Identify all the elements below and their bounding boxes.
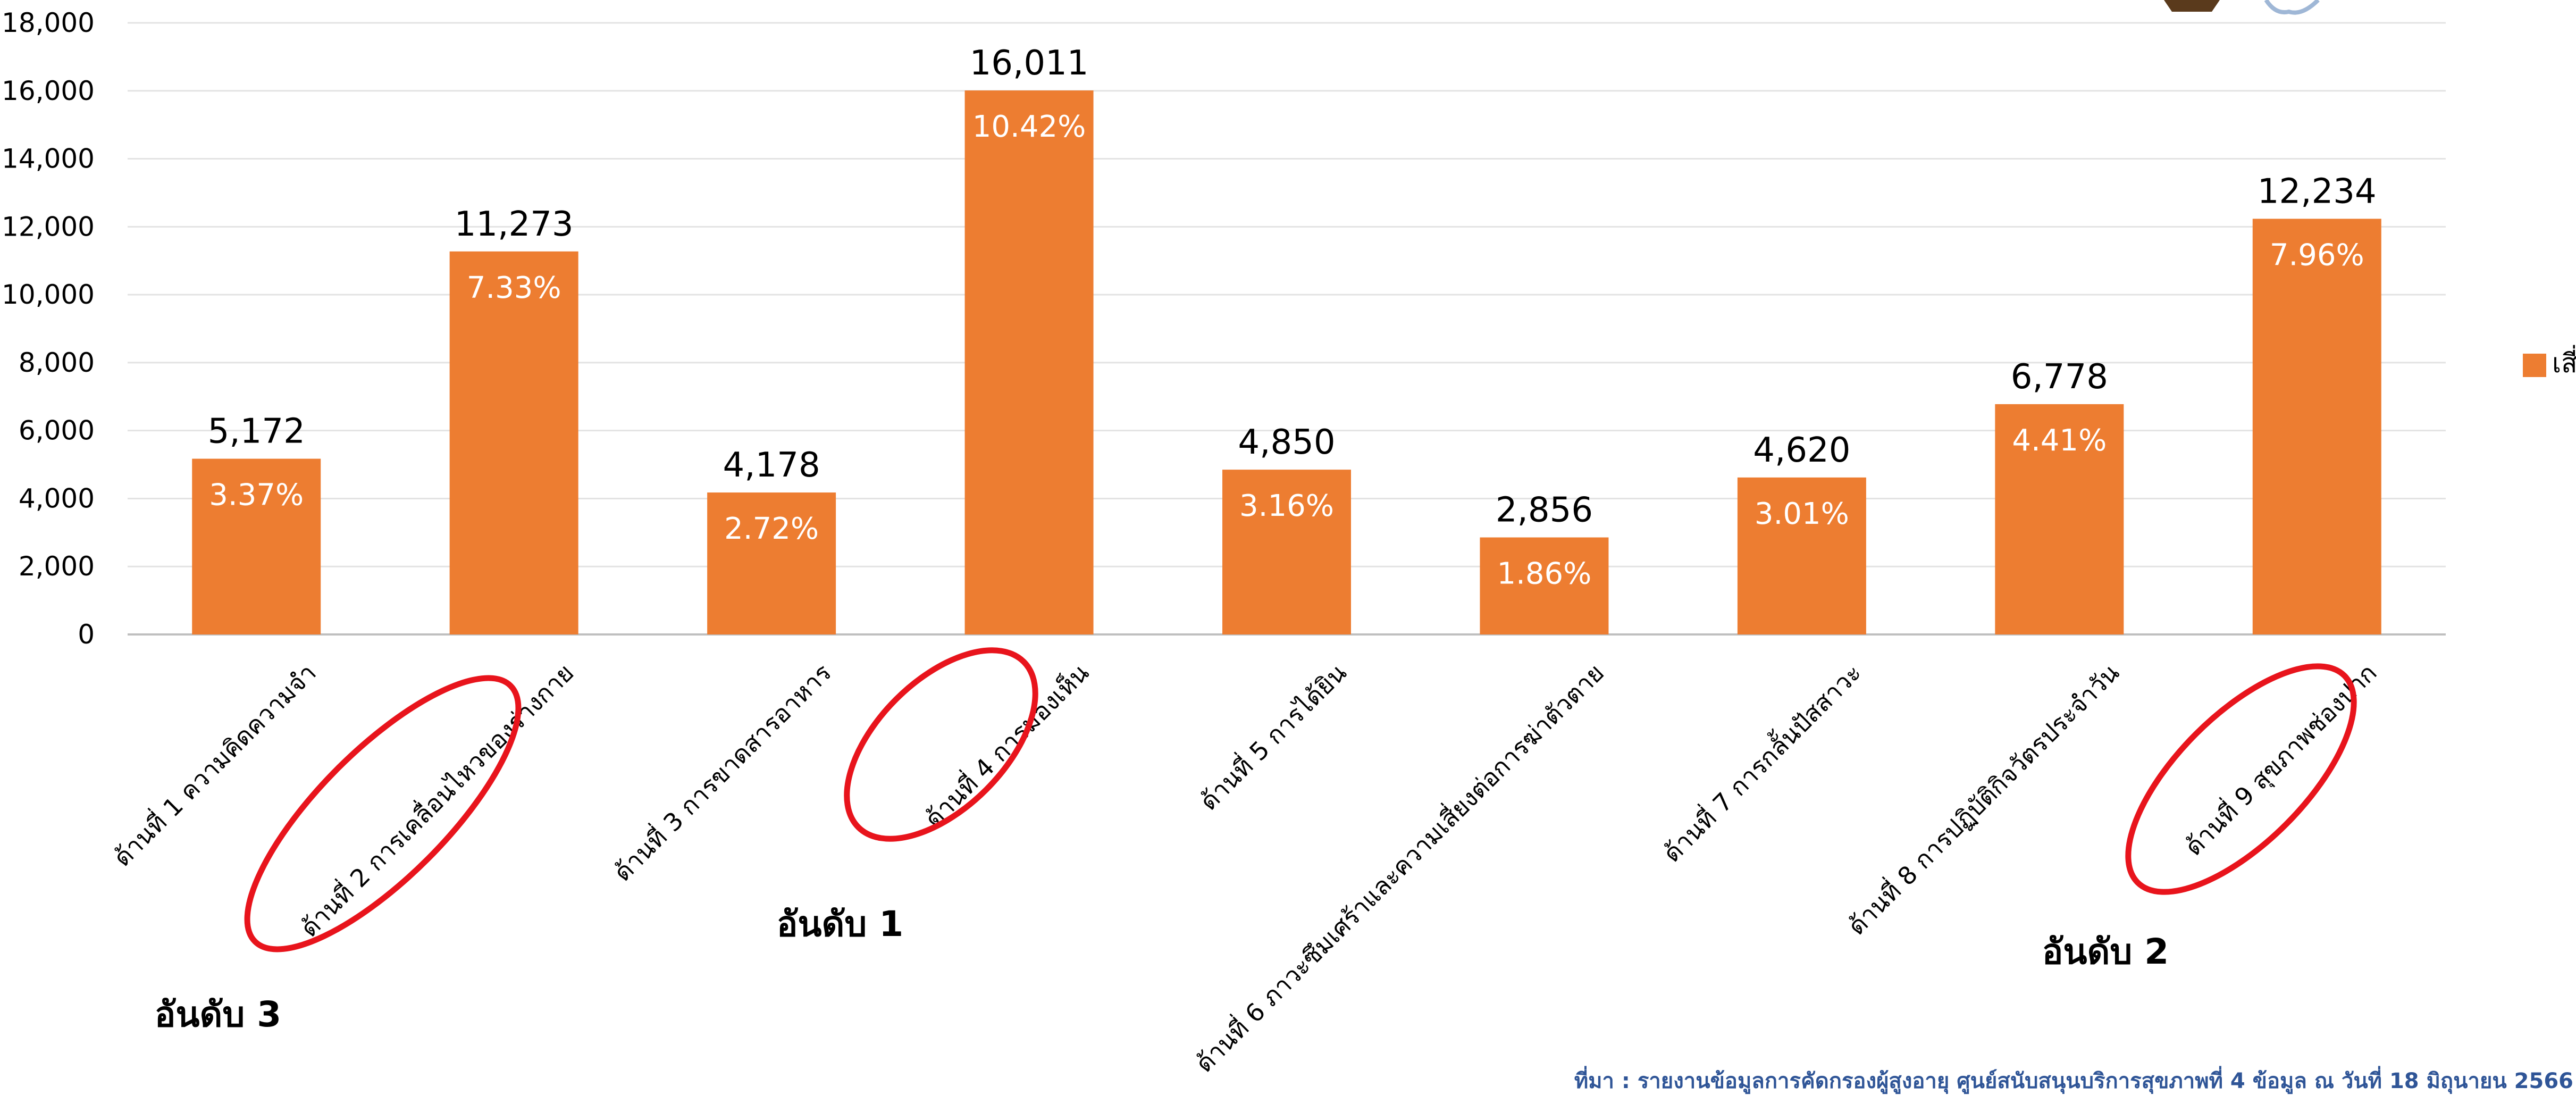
category-label: ด้านที่ 2 การเคลื่อนไหวของร่างกาย [293,656,580,943]
rank-label: อันดับ 2 [2042,931,2169,972]
y-tick-label: 4,000 [19,483,95,514]
bar-percent-label: 4.41% [2012,423,2107,458]
bar [1737,477,1866,634]
category-label: ด้านที่ 3 การขาดสารอาหาร [606,656,837,887]
y-tick-label: 16,000 [2,76,95,106]
category-label: ด้านที่ 1 ความคิดความจำ [106,656,322,872]
highlight-ellipse [844,647,1038,842]
x-axis: ด้านที่ 1 ความคิดความจำด้านที่ 2 การเคลื… [106,656,2383,1078]
highlight-annotations: อันดับ 1 อันดับ 2 อันดับ 3 [155,647,2357,1035]
category-label: ด้านที่ 5 การได้ยิน [1192,656,1352,816]
decorative-ribbon-icon [2264,0,2320,15]
bar [2252,219,2381,635]
bar-percent-label: 3.37% [209,478,304,513]
bar-value-label: 5,172 [208,412,305,452]
legend-label: เสี่ยง [2552,345,2576,379]
highlight-ellipse [244,675,522,952]
source-note: ที่มา : รายงานข้อมูลการคัดกรองผู้สูงอายุ… [1574,1066,2573,1094]
y-tick-label: 18,000 [2,7,95,38]
bar [1480,537,1609,634]
bar-value-label: 16,011 [970,44,1089,83]
bar [707,492,836,634]
y-tick-label: 0 [78,619,95,650]
y-tick-label: 2,000 [19,551,95,582]
y-tick-label: 14,000 [2,144,95,174]
bar-percent-label: 3.01% [1755,497,1849,531]
bar-percent-label: 7.33% [467,271,561,305]
bar [1995,404,2124,634]
corner-decoration [2164,0,2320,15]
bar-percent-label: 1.86% [1497,557,1591,591]
y-tick-label: 8,000 [19,347,95,378]
bar [192,458,321,634]
y-tick-label: 12,000 [2,211,95,242]
rank-label: อันดับ 1 [777,904,903,944]
y-axis: 0 2,000 4,000 6,000 8,000 10,000 12,000 14,000 1… [2,7,95,650]
y-tick-label: 10,000 [2,279,95,310]
category-label: ด้านที่ 7 การกลั้นปัสสาวะ [1655,656,1867,868]
bar [964,90,1094,634]
bar [449,251,578,635]
bar-value-label: 4,620 [1753,431,1850,470]
bar-value-label: 2,856 [1496,491,1593,530]
legend: เสี่ยง [2523,345,2576,379]
category-label: ด้านที่ 6 ภาวะซึมเศร้าและความเสี่ยงต่อกา… [1188,656,1609,1078]
category-label: ด้านที่ 8 การปฏิบัติกิจวัตรประจำวัน [1840,656,2125,941]
bar-value-label: 11,273 [455,205,574,244]
bar-percent-label: 10.42% [972,110,1086,144]
decorative-figure-icon [2164,0,2220,12]
rank-label: อันดับ 3 [155,994,281,1035]
legend-swatch [2523,354,2546,377]
bar-percent-label: 2.72% [724,512,819,546]
bar [1222,470,1351,634]
bar-value-label: 4,850 [1238,423,1335,462]
bar-value-label: 12,234 [2258,172,2377,211]
bar-value-label: 4,178 [723,446,820,485]
bar-percent-label: 3.16% [1239,489,1334,523]
highlight-ellipse [2125,663,2357,895]
bar-percent-label: 7.96% [2270,238,2364,272]
y-tick-label: 6,000 [19,415,95,446]
bar-value-label: 6,778 [2011,357,2108,397]
bars: 5,172 3.37% 11,273 7.33% 4,178 2.72% 16,011 10.… [192,44,2381,635]
category-label: ด้านที่ 4 การมองเห็น [917,656,1094,833]
